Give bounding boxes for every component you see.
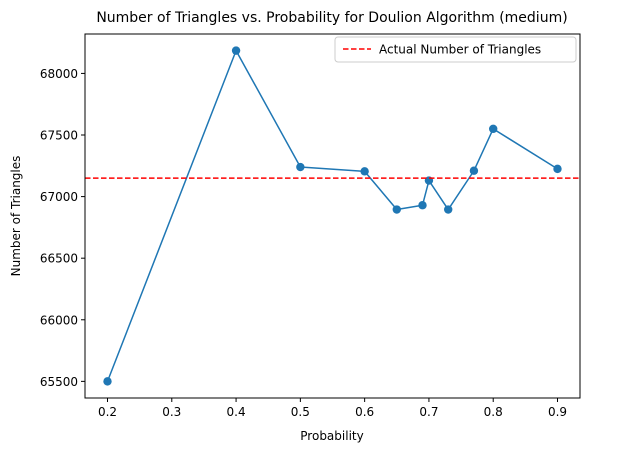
data-point (418, 201, 427, 210)
data-point (489, 124, 498, 134)
y-tick-label: 67500 (40, 129, 78, 143)
x-tick-label: 0.8 (484, 405, 503, 419)
data-point (231, 46, 241, 55)
data-point (444, 205, 453, 214)
legend: Actual Number of Triangles (334, 36, 577, 63)
x-tick-label: 0.6 (355, 405, 374, 419)
x-tick-label: 0.5 (291, 405, 310, 419)
series-line (106, 49, 558, 382)
y-axis-ticks: 65500 66000 66500 67000 67500 68000 (40, 67, 85, 389)
y-tick-label: 65500 (40, 375, 78, 389)
y-tick-label: 67000 (40, 190, 78, 204)
data-point (360, 167, 369, 176)
x-tick-label: 0.7 (419, 405, 438, 419)
x-axis-label: Probability (300, 429, 363, 443)
x-tick-label: 0.3 (162, 405, 181, 419)
x-tick-label: 0.9 (548, 405, 567, 419)
series-layer (103, 46, 562, 386)
x-tick-label: 0.4 (227, 405, 246, 419)
y-axis-label: Number of Triangles (9, 156, 23, 277)
data-point (296, 162, 305, 172)
data-point (103, 377, 112, 386)
plot-area-frame (84, 33, 581, 399)
x-axis-ticks: 0.2 0.3 0.4 0.5 0.6 0.7 0.8 0.9 (98, 398, 567, 419)
legend-box (334, 36, 577, 63)
x-tick-label: 0.2 (98, 405, 117, 419)
y-tick-label: 66500 (40, 252, 78, 266)
y-tick-label: 68000 (40, 67, 78, 81)
data-point (392, 205, 401, 214)
legend-label-reference-line: Actual Number of Triangles (379, 43, 541, 57)
chart-title: Number of Triangles vs. Probability for … (96, 10, 567, 26)
data-point (553, 164, 562, 174)
y-tick-label: 66000 (40, 313, 78, 327)
data-point (469, 166, 479, 175)
